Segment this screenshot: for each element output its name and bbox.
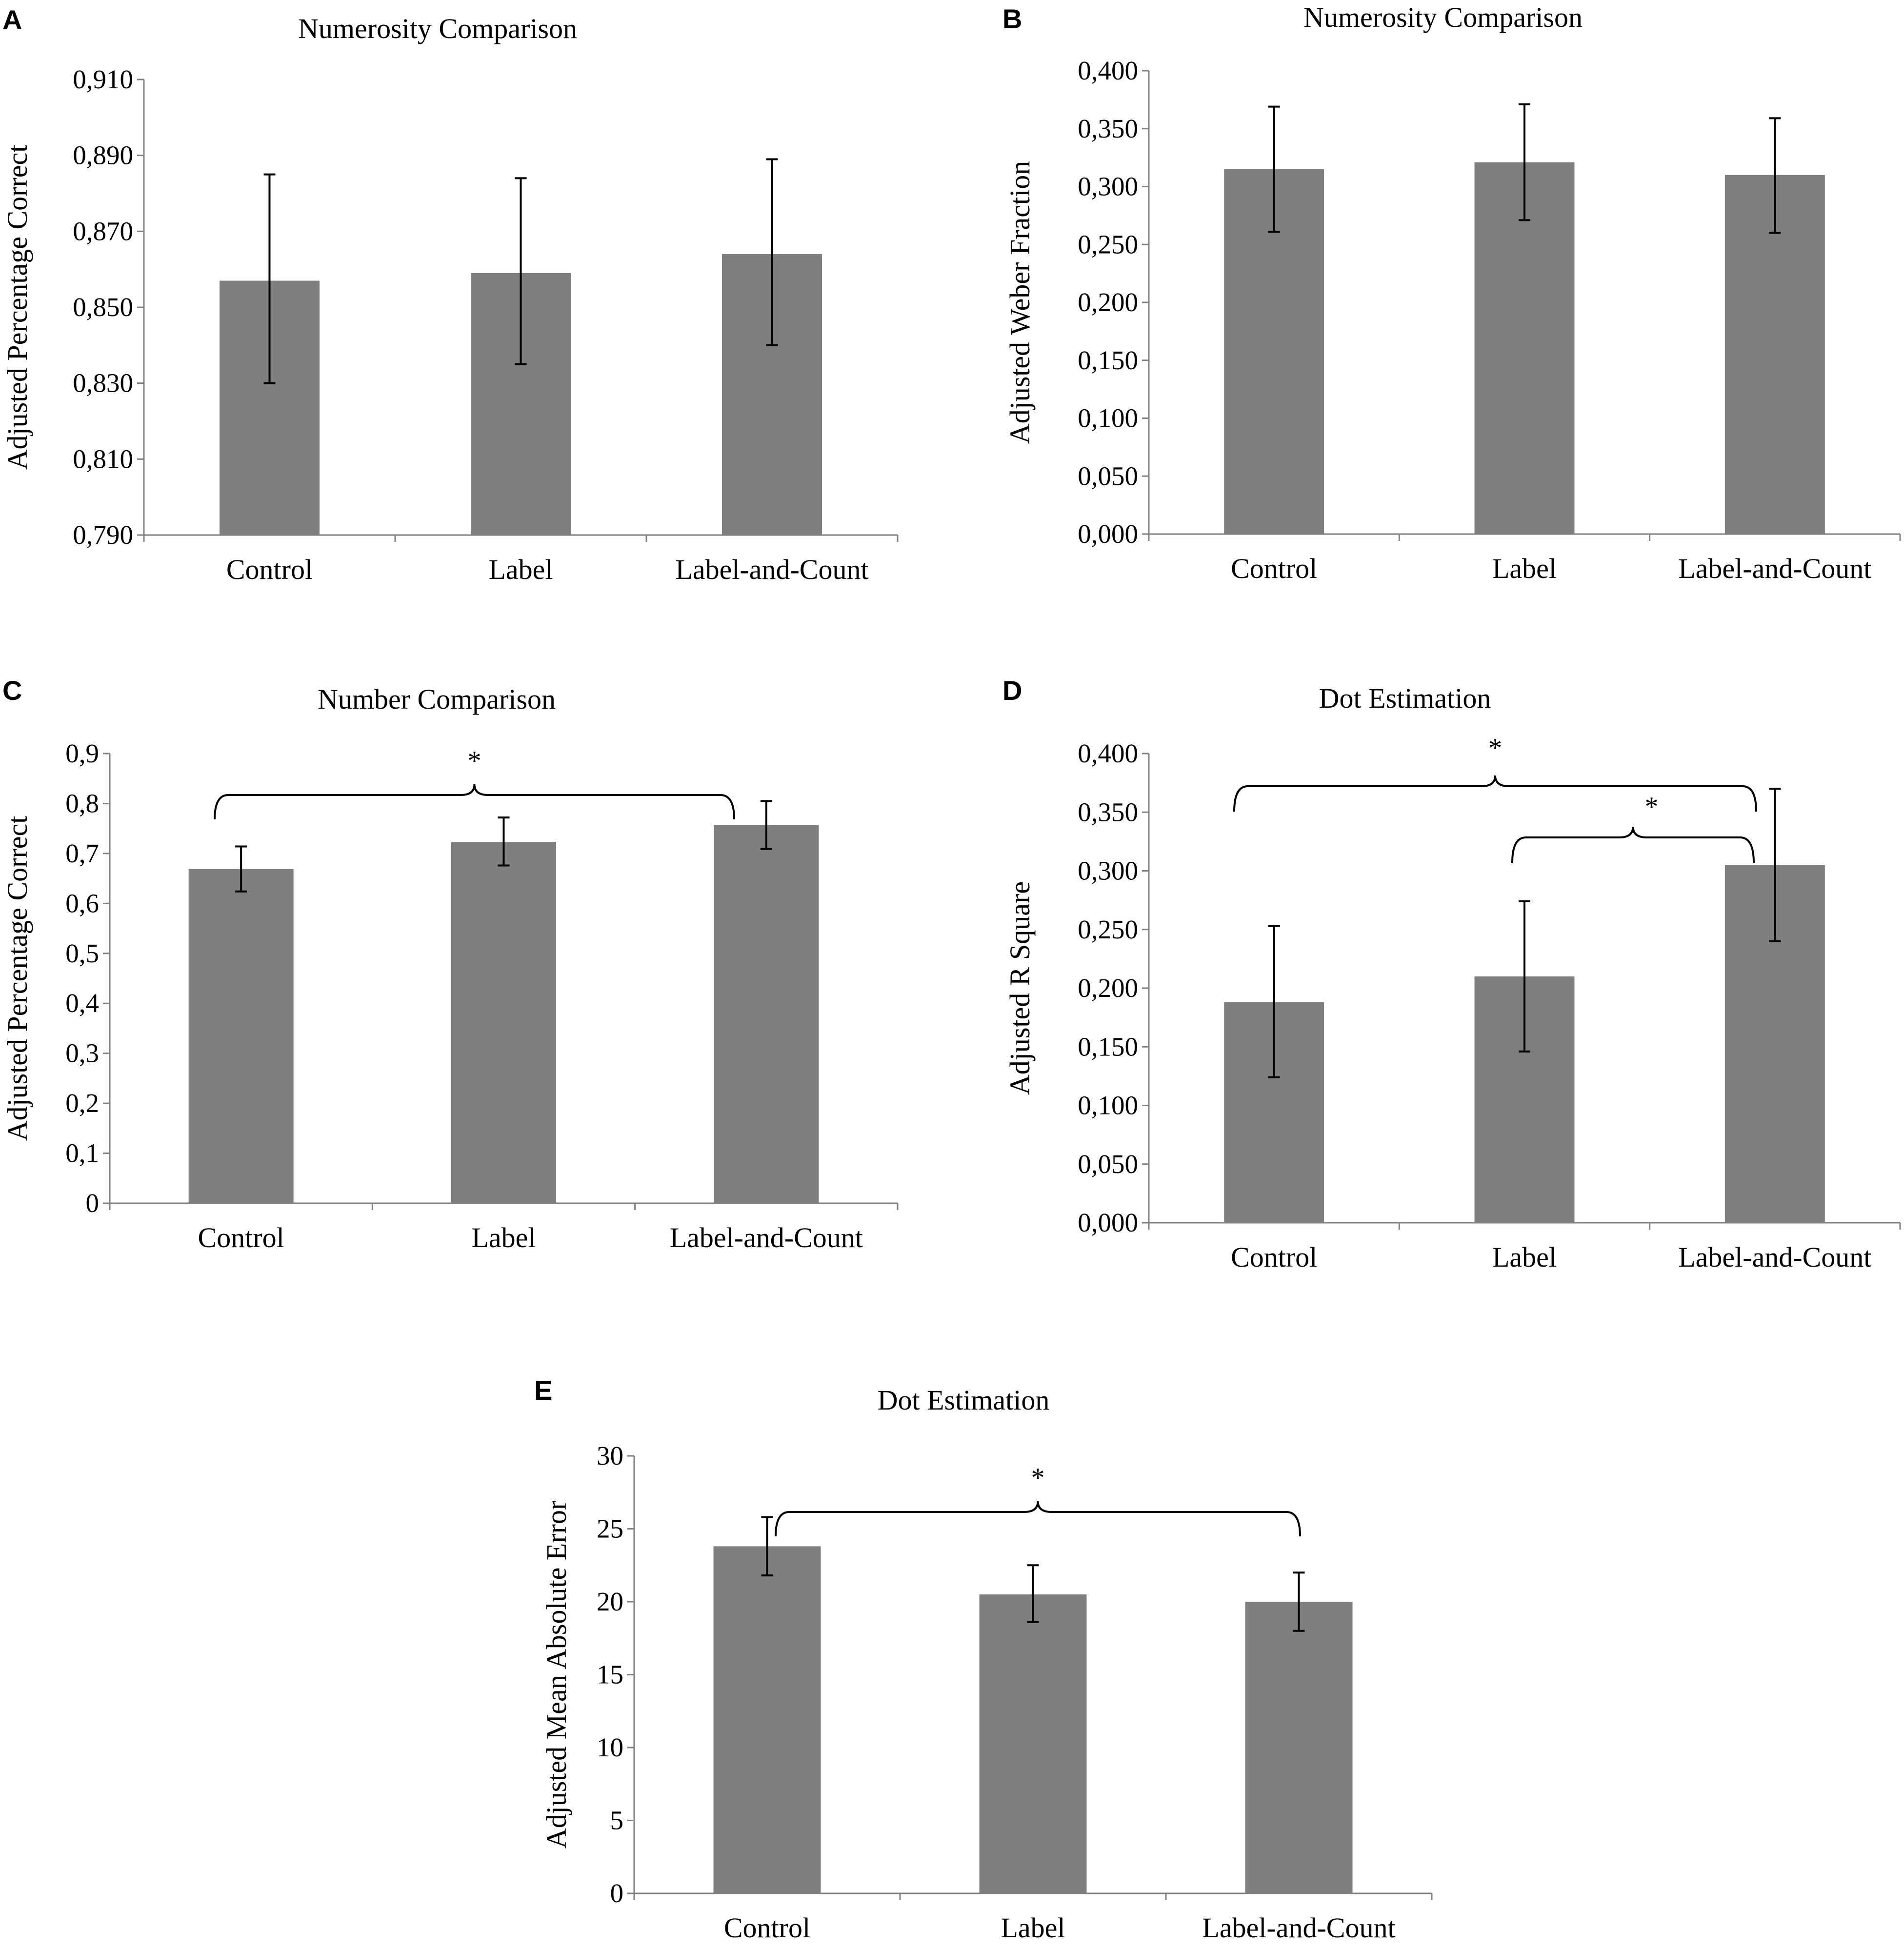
y-tick-label: 0,6 <box>65 888 99 918</box>
y-tick-label: 0,910 <box>73 64 133 94</box>
y-axis-label: Adjusted R Square <box>1004 881 1036 1095</box>
x-category-label: Control <box>1231 1241 1317 1273</box>
x-category-label: Control <box>198 1222 284 1253</box>
y-tick-label: 0,790 <box>73 520 133 550</box>
x-category-label: Label <box>488 554 553 585</box>
x-category-label: Label <box>1001 1912 1065 1944</box>
y-tick-label: 0,250 <box>1078 914 1138 944</box>
chart-title: Dot Estimation <box>878 1384 1050 1416</box>
y-tick-label: 0,870 <box>73 216 133 246</box>
x-category-label: Control <box>226 554 313 585</box>
y-tick-label: 0,850 <box>73 292 133 322</box>
y-tick-label: 0,890 <box>73 140 133 170</box>
y-axis-label: Adjusted Percentage Correct <box>1 145 33 470</box>
bar-label-and-count <box>1724 175 1825 534</box>
y-tick-label: 0,250 <box>1078 229 1138 259</box>
y-tick-label: 0,350 <box>1078 797 1138 827</box>
chart-title: Number Comparison <box>318 683 556 715</box>
y-tick-label: 0,7 <box>65 838 99 868</box>
y-tick-label: 0,8 <box>65 788 99 818</box>
chart-panel-a: A Numerosity Comparison Adjusted Percentag… <box>1 4 899 585</box>
y-tick-label: 0,050 <box>1078 461 1138 491</box>
y-tick-label: 0,100 <box>1078 1091 1138 1120</box>
y-tick-label: 0,100 <box>1078 403 1138 433</box>
significance-brace <box>1233 775 1757 812</box>
x-category-label: Control <box>724 1912 810 1944</box>
bar-label-and-count <box>1245 1602 1353 1893</box>
y-tick-label: 15 <box>597 1660 623 1690</box>
bar-label <box>1474 162 1575 534</box>
y-tick-label: 0,400 <box>1078 56 1138 85</box>
significance-star: * <box>468 746 481 776</box>
y-tick-label: 0,150 <box>1078 1032 1138 1061</box>
chart-title: Numerosity Comparison <box>1303 1 1583 33</box>
x-category-label: Label-and-Count <box>1678 1241 1871 1273</box>
y-tick-label: 0,810 <box>73 444 133 474</box>
y-tick-label: 0,9 <box>65 738 99 768</box>
y-axis-label: Adjusted Percentage Correct <box>1 816 33 1141</box>
y-tick-label: 0 <box>610 1878 624 1908</box>
y-tick-label: 30 <box>597 1441 623 1471</box>
y-tick-label: 0,300 <box>1078 172 1138 201</box>
y-tick-label: 0,5 <box>65 938 99 968</box>
y-tick-label: 0,050 <box>1078 1149 1138 1179</box>
y-tick-label: 0,300 <box>1078 856 1138 886</box>
significance-brace <box>1511 826 1755 863</box>
significance-star: * <box>1488 733 1502 763</box>
y-tick-label: 0 <box>86 1188 100 1218</box>
significance-star: * <box>1031 1463 1045 1493</box>
y-tick-label: 0,000 <box>1078 1208 1138 1237</box>
y-tick-label: 0,200 <box>1078 973 1138 1003</box>
y-tick-label: 0,400 <box>1078 738 1138 768</box>
x-category-label: Control <box>1231 553 1317 584</box>
y-axis-label: Adjusted Mean Absolute Error <box>541 1501 572 1849</box>
panel-letter: A <box>2 4 22 35</box>
y-tick-label: 0,830 <box>73 368 133 398</box>
bar-label <box>979 1594 1087 1893</box>
x-category-label: Label-and-Count <box>1678 553 1871 584</box>
x-category-label: Label-and-Count <box>1202 1912 1395 1944</box>
bar-label <box>451 842 556 1203</box>
y-tick-label: 25 <box>597 1514 623 1544</box>
chart-panel-c: C Number Comparison Adjusted Percentage Co… <box>1 675 899 1253</box>
x-category-label: Label-and-Count <box>670 1222 863 1253</box>
chart-panel-e: E Dot Estimation Adjusted Mean Absolute Er… <box>534 1375 1433 1944</box>
y-tick-label: 10 <box>597 1732 623 1762</box>
panel-letter: C <box>2 675 22 706</box>
chart-title: Numerosity Comparison <box>298 13 577 44</box>
bar-control <box>188 869 294 1203</box>
chart-panel-b: B Numerosity Comparison Adjusted Weber Fra… <box>1002 1 1901 584</box>
panel-letter: B <box>1002 3 1022 34</box>
y-tick-label: 0,1 <box>65 1138 99 1168</box>
y-tick-label: 0,000 <box>1078 519 1138 549</box>
x-category-label: Label-and-Count <box>675 554 868 585</box>
y-tick-label: 0,200 <box>1078 287 1138 317</box>
y-tick-label: 5 <box>610 1806 624 1835</box>
panel-letter: D <box>1002 675 1022 706</box>
panel-letter: E <box>534 1375 552 1406</box>
x-category-label: Label <box>1492 553 1557 584</box>
y-tick-label: 0,3 <box>65 1038 99 1068</box>
y-tick-label: 0,150 <box>1078 345 1138 375</box>
y-tick-label: 0,4 <box>65 988 99 1018</box>
significance-brace <box>775 1501 1301 1537</box>
chart-title: Dot Estimation <box>1319 682 1491 714</box>
chart-panel-d: D Dot Estimation Adjusted R Square 0,000 0,0… <box>1002 675 1901 1273</box>
significance-brace <box>214 784 735 820</box>
x-category-label: Label <box>471 1222 536 1253</box>
y-tick-label: 0,350 <box>1078 114 1138 143</box>
significance-star: * <box>1645 792 1659 822</box>
y-tick-label: 0,2 <box>65 1088 99 1118</box>
y-tick-label: 20 <box>597 1587 623 1616</box>
bar-label-and-count <box>714 825 819 1203</box>
y-axis-label: Adjusted Weber Fraction <box>1004 161 1036 444</box>
bar-control <box>713 1546 821 1893</box>
x-category-label: Label <box>1492 1241 1557 1273</box>
